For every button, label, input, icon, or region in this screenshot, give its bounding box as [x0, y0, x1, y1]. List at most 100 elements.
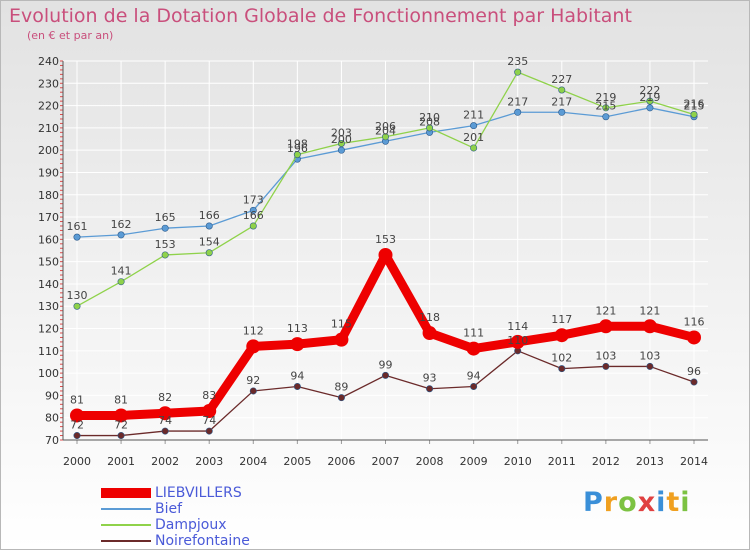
- data-point-liebvillers: [290, 337, 305, 352]
- legend-swatch-bief: [101, 508, 151, 510]
- x-tick-label: 2001: [107, 455, 135, 468]
- legend-label-noirefontaine: Noirefontaine: [155, 533, 250, 549]
- data-point-bief: [161, 224, 169, 232]
- y-tick-label: 100: [38, 367, 59, 380]
- data-point-noirefontaine: [558, 365, 566, 373]
- data-label-dampjoux: 130: [67, 289, 88, 302]
- data-point-liebvillers: [334, 332, 349, 347]
- data-point-bief: [470, 122, 478, 130]
- y-tick-label: 170: [38, 211, 59, 224]
- data-label-noirefontaine: 103: [595, 349, 616, 362]
- x-tick-label: 2005: [283, 455, 311, 468]
- y-tick-label: 150: [38, 256, 59, 269]
- data-label-noirefontaine: 96: [687, 365, 701, 378]
- data-label-bief: 215: [595, 100, 616, 113]
- data-point-bief: [73, 233, 81, 241]
- data-point-dampjoux: [117, 278, 125, 286]
- x-tick-label: 2011: [548, 455, 576, 468]
- legend-swatch-dampjoux: [101, 524, 151, 526]
- x-tick-label: 2002: [151, 455, 179, 468]
- data-label-noirefontaine: 103: [639, 349, 660, 362]
- data-point-liebvillers: [510, 334, 525, 349]
- data-label-liebvillers: 153: [375, 233, 396, 246]
- data-label-liebvillers: 115: [331, 318, 352, 331]
- y-tick-label: 230: [38, 77, 59, 90]
- data-label-bief: 173: [243, 193, 264, 206]
- data-point-liebvillers: [246, 339, 261, 354]
- y-tick-label: 240: [38, 55, 59, 68]
- x-tick-label: 2000: [63, 455, 91, 468]
- data-label-dampjoux: 141: [111, 265, 132, 278]
- data-label-liebvillers: 121: [639, 304, 660, 317]
- data-point-dampjoux: [249, 222, 257, 230]
- data-point-noirefontaine: [205, 427, 213, 435]
- data-point-noirefontaine: [249, 387, 257, 395]
- chart-title: Evolution de la Dotation Globale de Fonc…: [9, 5, 632, 27]
- data-point-dampjoux: [73, 302, 81, 310]
- legend-swatch-noirefontaine: [101, 540, 151, 542]
- data-point-liebvillers: [466, 341, 481, 356]
- data-point-dampjoux: [690, 111, 698, 119]
- data-label-dampjoux: 153: [155, 238, 176, 251]
- y-tick-label: 160: [38, 233, 59, 246]
- data-point-noirefontaine: [117, 432, 125, 440]
- data-point-bief: [646, 104, 654, 112]
- data-point-noirefontaine: [470, 382, 478, 390]
- chart-subtitle: (en € et par an): [27, 29, 114, 42]
- y-tick-label: 180: [38, 189, 59, 202]
- data-label-dampjoux: 154: [199, 236, 220, 249]
- proxiti-logo: Proxiti: [583, 487, 691, 518]
- y-tick-label: 220: [38, 100, 59, 113]
- data-label-liebvillers: 82: [158, 391, 172, 404]
- data-point-bief: [249, 206, 257, 214]
- data-point-noirefontaine: [293, 382, 301, 390]
- data-label-dampjoux: 166: [243, 209, 264, 222]
- data-label-bief: 211: [463, 109, 484, 122]
- data-label-bief: 204: [375, 124, 396, 137]
- data-point-liebvillers: [687, 330, 701, 345]
- data-label-bief: 217: [551, 95, 572, 108]
- series-layer: [70, 68, 701, 440]
- data-label-liebvillers: 81: [70, 393, 84, 406]
- y-tick-label: 200: [38, 144, 59, 157]
- data-label-dampjoux: 206: [375, 120, 396, 133]
- data-point-dampjoux: [646, 97, 654, 105]
- data-point-noirefontaine: [381, 371, 389, 379]
- data-point-bief: [558, 108, 566, 116]
- data-point-bief: [205, 222, 213, 230]
- data-label-liebvillers: 121: [595, 304, 616, 317]
- data-label-bief: 208: [419, 115, 440, 128]
- data-label-dampjoux: 198: [287, 138, 308, 151]
- data-label-liebvillers: 111: [463, 327, 484, 340]
- y-tick-label: 120: [38, 323, 59, 336]
- data-label-noirefontaine: 74: [158, 414, 172, 427]
- data-label-bief: 219: [639, 91, 660, 104]
- y-tick-label: 70: [45, 434, 59, 447]
- data-point-liebvillers: [70, 408, 84, 423]
- data-point-liebvillers: [158, 406, 173, 421]
- data-point-dampjoux: [337, 139, 345, 147]
- data-point-bief: [514, 108, 522, 116]
- data-label-noirefontaine: 99: [379, 358, 393, 371]
- data-label-noirefontaine: 89: [334, 381, 348, 394]
- y-tick-label: 110: [38, 345, 59, 358]
- data-point-liebvillers: [378, 247, 393, 262]
- grid: [63, 60, 708, 441]
- data-point-liebvillers: [422, 325, 437, 340]
- x-tick-label: 2014: [680, 455, 708, 468]
- data-point-liebvillers: [642, 319, 657, 334]
- y-tick-label: 210: [38, 122, 59, 135]
- x-tick-label: 2007: [372, 455, 400, 468]
- legend-label-bief: Bief: [155, 501, 183, 517]
- data-label-dampjoux: 222: [639, 84, 660, 97]
- x-tick-label: 2010: [504, 455, 532, 468]
- data-label-liebvillers: 118: [419, 311, 440, 324]
- data-label-dampjoux: 203: [331, 126, 352, 139]
- data-label-dampjoux: 216: [684, 98, 705, 111]
- data-point-noirefontaine: [337, 394, 345, 402]
- data-point-dampjoux: [161, 251, 169, 259]
- x-tick-label: 2013: [636, 455, 664, 468]
- data-label-liebvillers: 112: [243, 324, 264, 337]
- data-point-liebvillers: [202, 404, 217, 419]
